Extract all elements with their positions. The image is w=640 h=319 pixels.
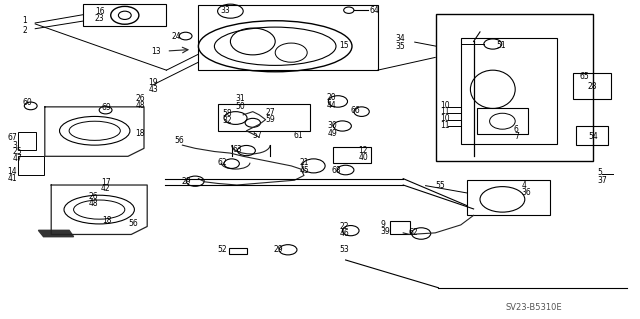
Text: 42: 42: [101, 184, 111, 193]
Text: 62: 62: [218, 158, 227, 167]
Text: 45: 45: [300, 166, 309, 174]
Text: 26: 26: [136, 94, 145, 103]
Text: 18: 18: [136, 129, 145, 138]
Text: 56: 56: [128, 219, 138, 228]
Text: 12: 12: [358, 146, 368, 155]
Text: 5: 5: [597, 168, 602, 177]
Text: 54: 54: [589, 132, 598, 141]
Text: 37: 37: [597, 176, 607, 185]
Text: 56: 56: [174, 137, 184, 145]
Text: 13: 13: [152, 47, 161, 56]
Text: 16: 16: [95, 7, 104, 16]
Text: 31: 31: [236, 94, 245, 103]
Bar: [477, 108, 528, 134]
Text: 39: 39: [381, 227, 390, 236]
Text: 53: 53: [339, 245, 349, 254]
Text: 3: 3: [13, 141, 18, 150]
Bar: [218, 104, 310, 131]
Bar: [83, 4, 166, 26]
Text: 25: 25: [13, 147, 22, 156]
Text: 66: 66: [351, 106, 360, 115]
Text: 10: 10: [440, 101, 450, 110]
Text: 63: 63: [232, 145, 242, 154]
Text: 11: 11: [440, 121, 450, 130]
Bar: [461, 38, 557, 144]
Text: 49: 49: [328, 129, 337, 137]
Text: 24: 24: [172, 32, 181, 41]
Text: 7: 7: [514, 132, 519, 141]
Polygon shape: [38, 230, 74, 237]
Text: 40: 40: [358, 153, 368, 162]
Text: 69: 69: [101, 103, 111, 112]
Text: 55: 55: [435, 181, 445, 189]
Text: 65: 65: [579, 72, 589, 81]
Text: 2: 2: [22, 26, 27, 35]
Text: 6: 6: [514, 125, 519, 134]
Text: 20: 20: [326, 93, 336, 102]
Text: 41: 41: [8, 174, 17, 183]
Text: 14: 14: [8, 167, 17, 176]
Text: 1: 1: [22, 16, 27, 25]
Text: 34: 34: [396, 34, 405, 43]
Text: 18: 18: [102, 216, 112, 225]
Bar: [436, 14, 593, 161]
Text: 51: 51: [496, 41, 506, 50]
Text: 22: 22: [339, 222, 349, 231]
Text: 15: 15: [339, 41, 349, 50]
Bar: [198, 5, 378, 70]
Text: 19: 19: [148, 78, 158, 87]
Bar: [333, 147, 371, 163]
Bar: [18, 132, 36, 150]
Text: 11: 11: [440, 107, 450, 116]
Text: 67: 67: [8, 133, 17, 142]
Bar: [18, 156, 44, 175]
Text: 28: 28: [588, 82, 597, 91]
Text: 29: 29: [181, 177, 191, 186]
Text: 59: 59: [266, 115, 275, 124]
Text: SV23-B5310E: SV23-B5310E: [506, 303, 562, 312]
Text: 58: 58: [223, 109, 232, 118]
Bar: [467, 180, 550, 215]
Bar: [390, 221, 410, 234]
Text: 26: 26: [88, 192, 98, 201]
Bar: [229, 248, 247, 254]
Text: 29: 29: [274, 245, 284, 254]
Text: 36: 36: [522, 189, 531, 197]
Text: 52: 52: [218, 245, 227, 254]
Text: 33: 33: [221, 6, 230, 15]
Text: 4: 4: [522, 182, 527, 190]
Text: 68: 68: [332, 166, 341, 174]
Text: 10: 10: [440, 114, 450, 123]
Text: 21: 21: [300, 158, 309, 167]
Text: 17: 17: [101, 178, 111, 187]
Text: 61: 61: [293, 131, 303, 140]
Text: 30: 30: [328, 121, 337, 130]
Text: 35: 35: [396, 42, 405, 51]
Text: 48: 48: [136, 101, 145, 110]
Text: 44: 44: [326, 101, 336, 110]
Text: 48: 48: [88, 199, 98, 208]
Text: 62: 62: [408, 228, 418, 237]
Text: 9: 9: [381, 220, 386, 229]
Bar: [573, 73, 611, 99]
Text: 60: 60: [22, 98, 32, 107]
Text: 57: 57: [253, 131, 262, 140]
Text: 23: 23: [95, 14, 104, 23]
Bar: [576, 126, 608, 145]
Text: 46: 46: [339, 229, 349, 238]
Text: 32: 32: [223, 116, 232, 125]
Text: 43: 43: [148, 85, 158, 94]
Text: 64: 64: [369, 6, 379, 15]
Text: 27: 27: [266, 108, 275, 117]
Text: 50: 50: [236, 102, 245, 111]
Text: 47: 47: [13, 154, 22, 163]
